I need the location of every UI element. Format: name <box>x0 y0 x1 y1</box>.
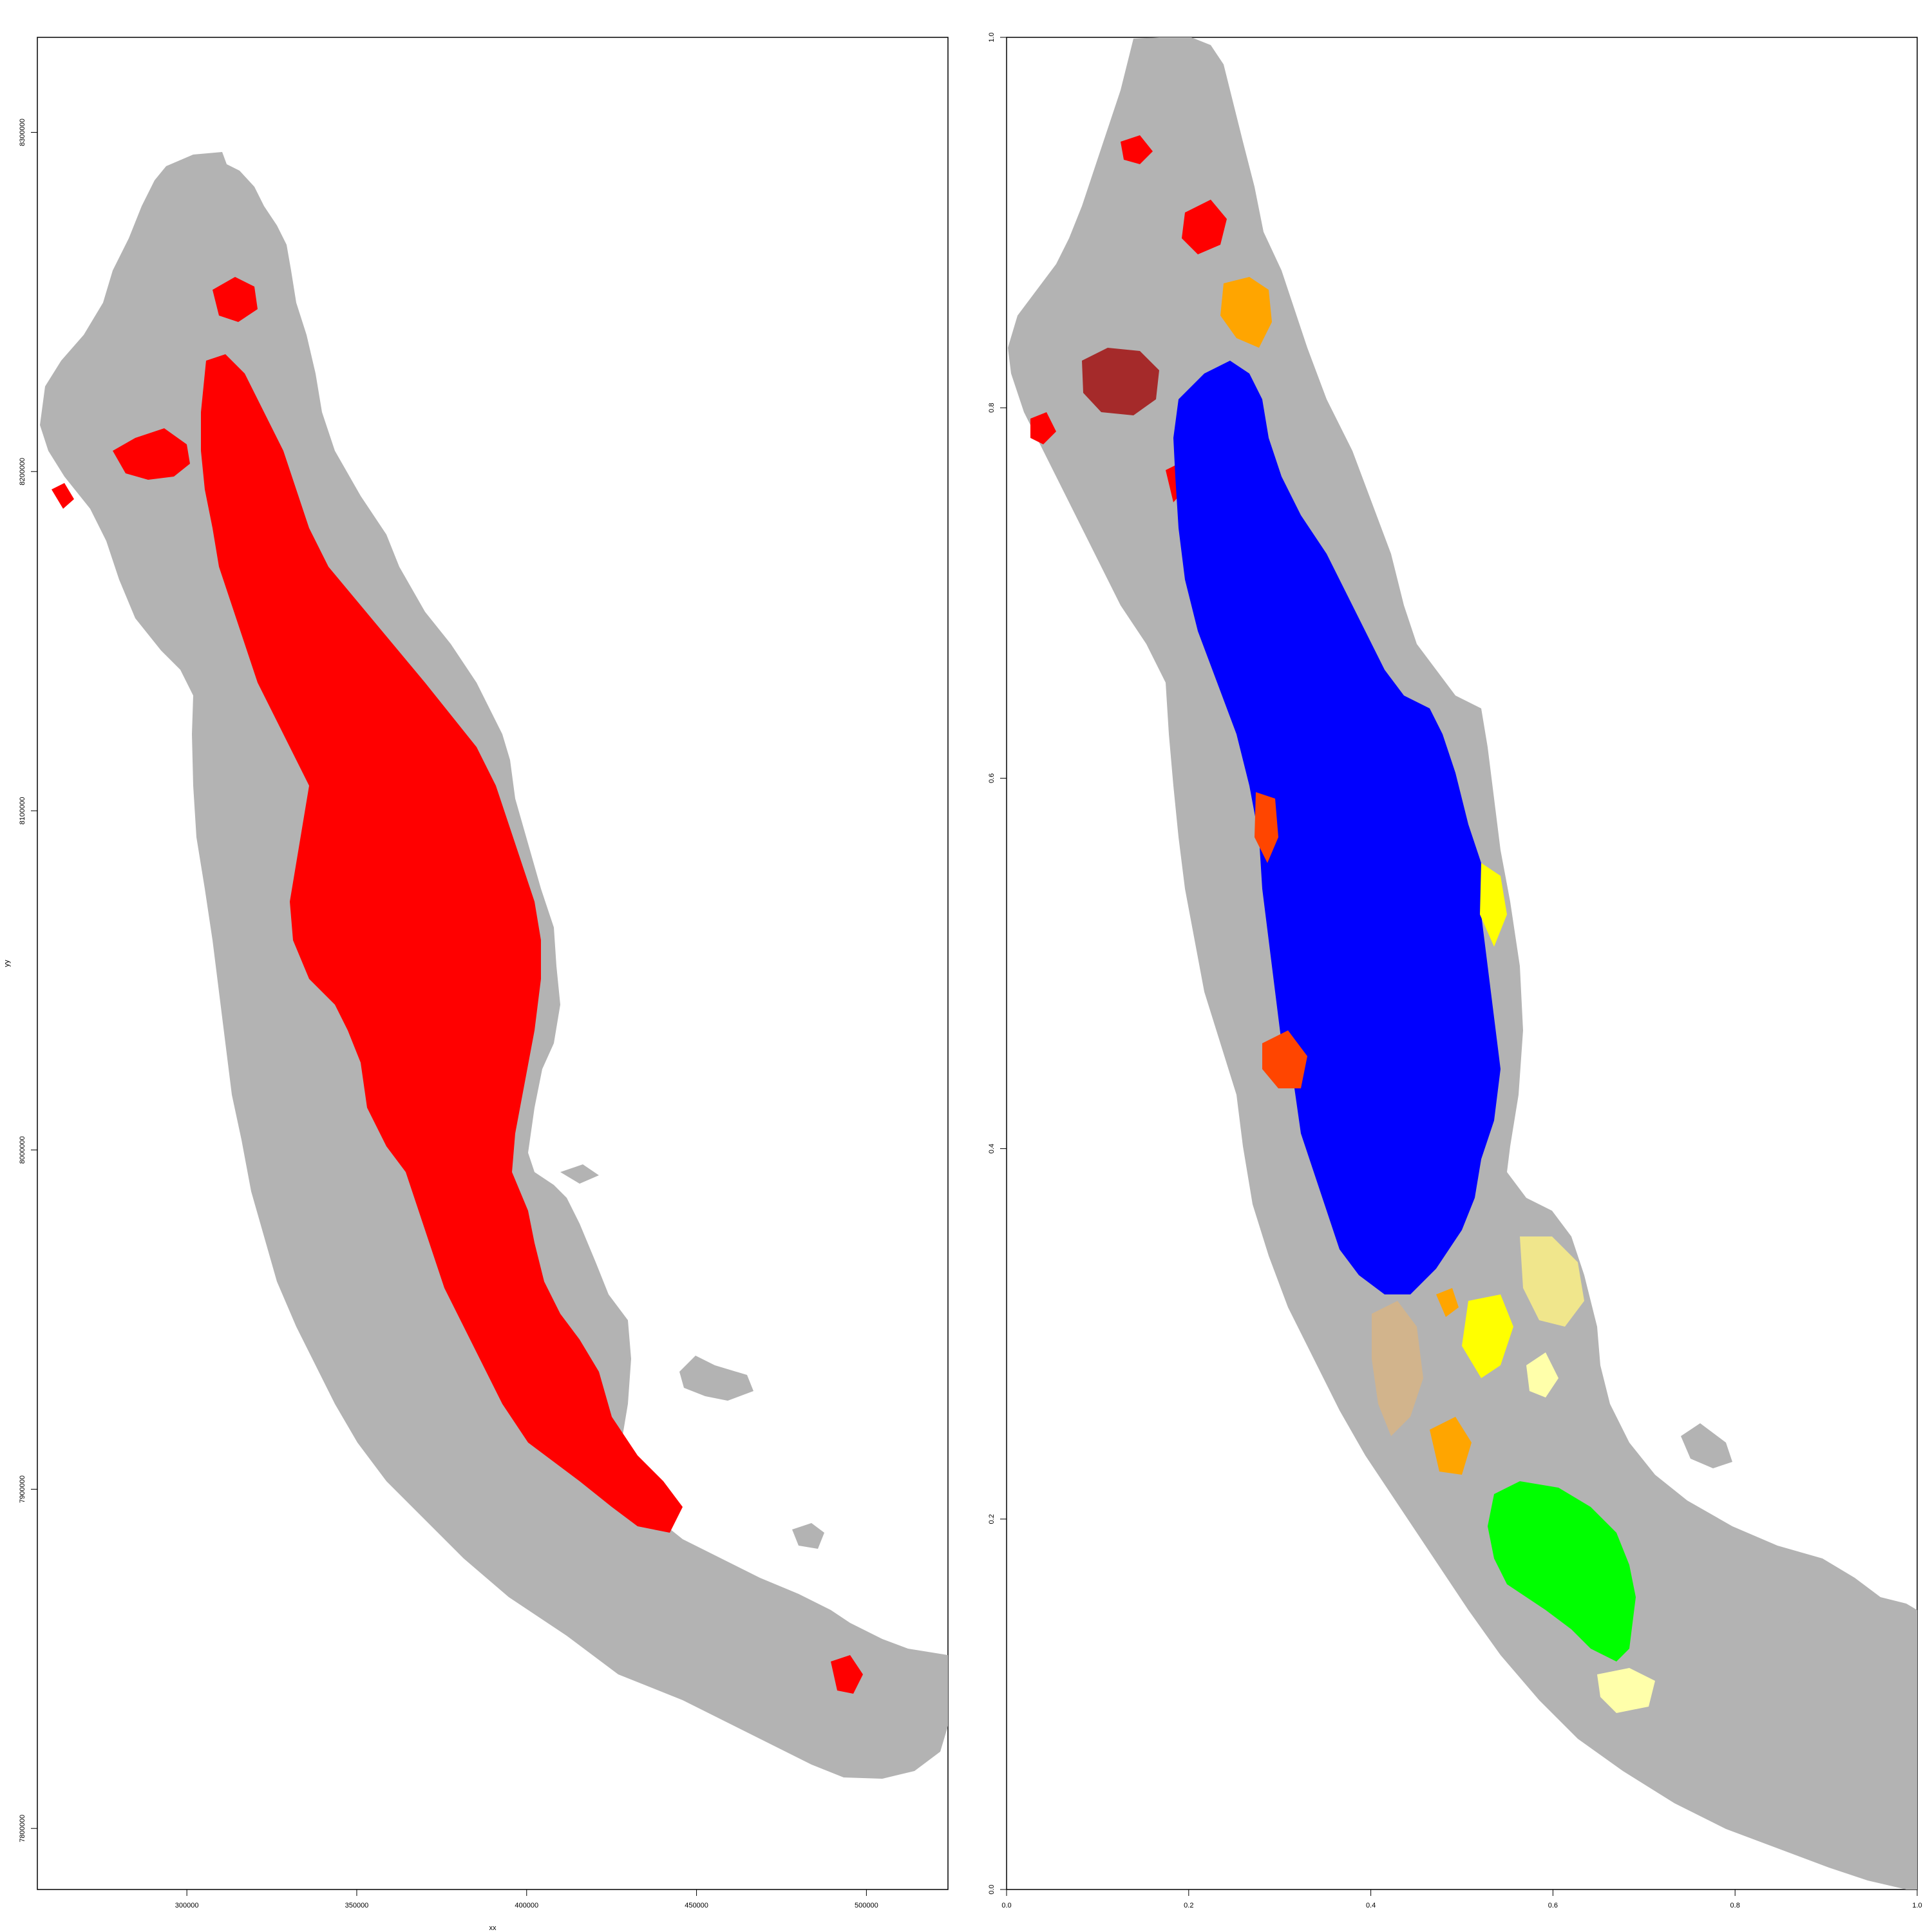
left-x-tick-label: 300000 <box>175 1902 199 1909</box>
left-x-tick-label: 400000 <box>515 1902 538 1909</box>
right-y-tick-label: 0.6 <box>988 773 996 783</box>
right-cluster-orange-2 <box>1430 1417 1472 1475</box>
right-x-tick-label: 0.6 <box>1548 1902 1558 1909</box>
right-x-tick-label: 0.8 <box>1730 1902 1740 1909</box>
right-y-tick-label: 1.0 <box>988 32 996 42</box>
right-cluster-light-yellow-1 <box>1597 1668 1655 1713</box>
right-cluster-orange-1 <box>1220 277 1272 348</box>
right-y-tick-label: 0.2 <box>988 1514 996 1524</box>
left-island-1 <box>679 1356 753 1401</box>
right-x-tick-label: 0.2 <box>1184 1902 1193 1909</box>
right-y-tick-label: 0.8 <box>988 403 996 413</box>
right-island-1 <box>1681 1423 1732 1468</box>
left-y-tick-label: 7800000 <box>19 1815 26 1842</box>
right-cluster-orange-red-1 <box>1255 792 1278 863</box>
right-x-axis: 0.0 0.2 0.4 0.6 0.8 1.0 <box>1001 1889 1922 1909</box>
right-cluster-yellow-1 <box>1480 863 1507 947</box>
right-x-tick-label: 0.0 <box>1001 1902 1011 1909</box>
left-x-axis-label: xx <box>489 1924 497 1932</box>
right-cluster-red-1 <box>1182 200 1227 254</box>
left-x-tick-label: 450000 <box>685 1902 708 1909</box>
right-island-2 <box>1771 1604 1803 1629</box>
left-island-2 <box>792 1523 824 1549</box>
right-map-panel: 0.0 0.2 0.4 0.6 0.8 1.0 0.0 0.2 0.4 0.6 0.8 1.0 <box>988 32 1922 1909</box>
left-y-tick-label: 8100000 <box>19 797 26 825</box>
left-island-3 <box>560 1164 599 1184</box>
right-y-axis: 0.0 0.2 0.4 0.6 0.8 1.0 <box>988 32 1007 1895</box>
left-red-patch-3 <box>831 1655 863 1694</box>
left-y-tick-label: 8000000 <box>19 1136 26 1164</box>
right-cluster-brown <box>1082 348 1159 415</box>
left-map-panel: 7800000 7900000 8000000 8100000 8200000 83000… <box>3 37 949 1932</box>
right-cluster-tan <box>1372 1301 1423 1436</box>
left-y-tick-label: 8200000 <box>19 458 26 486</box>
left-y-axis-label: yy <box>3 960 11 967</box>
right-cluster-red-2 <box>1121 135 1153 164</box>
right-cluster-light-yellow-2 <box>1526 1352 1558 1397</box>
right-cluster-red-3 <box>1030 412 1056 444</box>
left-x-axis: 300000 350000 400000 450000 500000 <box>175 1889 878 1909</box>
right-cluster-orange-3 <box>1436 1288 1459 1317</box>
right-cluster-green <box>1488 1481 1636 1662</box>
left-y-axis: 7800000 7900000 8000000 8100000 8200000 83000… <box>19 118 37 1842</box>
right-cluster-orange-red-2 <box>1262 1030 1307 1088</box>
right-map-layer <box>1008 37 1917 1889</box>
left-x-tick-label: 500000 <box>855 1902 878 1909</box>
right-cluster-khaki <box>1520 1236 1584 1327</box>
left-red-patch-2 <box>213 277 258 322</box>
right-cluster-blue <box>1173 361 1501 1294</box>
left-red-patch-1 <box>113 428 190 480</box>
right-x-tick-label: 0.4 <box>1366 1902 1376 1909</box>
left-red-patch-4 <box>52 483 74 509</box>
right-y-tick-label: 0.0 <box>988 1884 996 1894</box>
left-map-layer <box>40 152 948 1779</box>
right-x-tick-label: 1.0 <box>1912 1902 1922 1909</box>
left-class-red <box>201 354 683 1533</box>
left-y-tick-label: 8300000 <box>19 118 26 146</box>
right-island-3 <box>1848 1639 1868 1665</box>
left-x-tick-label: 350000 <box>345 1902 369 1909</box>
left-y-tick-label: 7900000 <box>19 1475 26 1503</box>
right-y-tick-label: 0.4 <box>988 1144 996 1153</box>
right-cluster-yellow-2 <box>1462 1294 1513 1378</box>
